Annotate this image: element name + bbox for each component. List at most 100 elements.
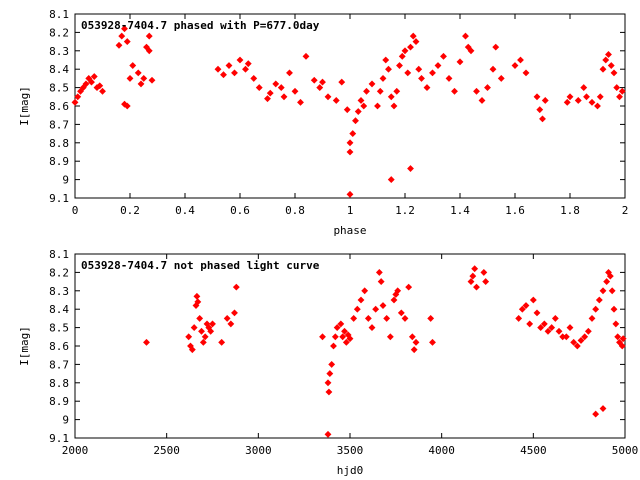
data-point <box>218 338 226 346</box>
data-point <box>529 296 537 304</box>
unphased-light-curve-chart: 2000 2500 3000 3500 4000 4500 5000 8.1 8.2 8.3 8.4… <box>18 248 638 477</box>
data-point <box>404 69 412 77</box>
data-point <box>386 333 394 341</box>
y-tick-label: 8.6 <box>49 340 69 353</box>
data-point <box>297 98 304 106</box>
data-point <box>379 74 387 82</box>
data-point <box>227 320 235 328</box>
data-point <box>551 314 559 322</box>
data-point <box>533 93 541 101</box>
x-tick-label: 2 <box>622 204 629 217</box>
data-point <box>302 52 310 60</box>
data-point <box>588 98 596 106</box>
x-tick-label: 1.8 <box>560 204 580 217</box>
data-point <box>469 272 477 280</box>
y-tick-label: 8.8 <box>49 137 69 150</box>
data-point <box>518 305 526 313</box>
data-point <box>77 87 84 95</box>
data-point <box>137 80 145 88</box>
data-point <box>349 130 357 138</box>
y-tick-label: 9 <box>62 414 69 427</box>
data-point <box>393 87 401 95</box>
phased-light-curve-chart: 0 0.2 0.4 0.6 0.8 1 1.2 1.4 1.6 1.8 2 8.1 8.2 8.3 8.4 8… <box>18 8 628 237</box>
data-point <box>346 148 354 156</box>
data-point <box>220 71 227 79</box>
data-point <box>445 74 453 82</box>
data-point <box>390 102 398 110</box>
data-point <box>360 102 368 110</box>
data-point <box>522 69 530 77</box>
data-point <box>266 89 274 97</box>
x-tick-label: 4500 <box>520 444 547 457</box>
data-point <box>536 106 544 114</box>
data-point <box>489 65 497 73</box>
data-point <box>346 335 354 343</box>
data-point <box>596 93 604 101</box>
y-tick-label: 8.9 <box>49 155 69 168</box>
data-point <box>612 320 620 328</box>
data-point <box>337 320 345 328</box>
y-tick-label: 8.8 <box>49 377 69 390</box>
data-point <box>357 296 365 304</box>
data-point <box>511 62 519 69</box>
data-point <box>346 139 354 147</box>
data-point <box>602 56 610 64</box>
axis-ticks <box>74 13 626 199</box>
data-point <box>374 102 381 110</box>
data-point <box>185 333 193 341</box>
data-point <box>464 43 472 51</box>
data-point <box>99 87 106 95</box>
data-point <box>588 314 596 322</box>
x-tick-label: 2500 <box>153 444 180 457</box>
data-point <box>333 324 341 332</box>
data-point <box>79 84 87 92</box>
data-point <box>319 333 326 341</box>
y-tick-label: 8.1 <box>49 248 69 261</box>
y-tick-label: 8.5 <box>49 322 69 335</box>
x-tick-label: 3500 <box>337 444 364 457</box>
data-point <box>492 43 500 51</box>
data-point <box>387 176 395 184</box>
y-tick-label: 8.9 <box>49 395 69 408</box>
data-point <box>580 84 588 92</box>
data-point <box>121 25 128 33</box>
y-tick-label: 8.2 <box>49 26 69 39</box>
data-point <box>319 78 326 86</box>
x-tick-label: 0.8 <box>285 204 305 217</box>
data-point <box>201 333 209 341</box>
data-point <box>71 98 79 106</box>
data-point <box>143 43 150 51</box>
data-point <box>368 80 376 88</box>
data-point <box>607 62 615 69</box>
data-point <box>90 73 98 80</box>
data-point <box>310 76 318 84</box>
data-point <box>533 309 541 317</box>
y-tick-label: 9.1 <box>49 432 69 445</box>
data-point <box>408 333 416 341</box>
data-point <box>566 93 574 101</box>
y-tick-label: 8.7 <box>49 118 69 131</box>
chart-title: 053928-7404.7 not phased light curve <box>81 259 320 272</box>
y-tick-label: 8.2 <box>49 266 69 279</box>
data-point <box>497 74 505 82</box>
data-point <box>199 338 207 346</box>
data-point <box>473 87 480 95</box>
data-point <box>526 320 534 328</box>
data-point <box>599 405 607 412</box>
plot-frame <box>74 253 626 439</box>
data-point <box>344 331 352 339</box>
data-point <box>324 93 332 101</box>
data-point <box>540 320 548 328</box>
data-point <box>566 324 574 332</box>
data-point <box>272 80 280 88</box>
data-point <box>608 287 616 295</box>
data-point <box>324 430 332 438</box>
y-axis-title: I[mag] <box>18 326 31 366</box>
data-point <box>412 38 420 46</box>
data-point <box>85 74 93 82</box>
data-point <box>250 74 258 82</box>
data-point <box>225 62 233 69</box>
x-tick-label: 1.4 <box>450 204 470 217</box>
data-point <box>548 324 556 332</box>
